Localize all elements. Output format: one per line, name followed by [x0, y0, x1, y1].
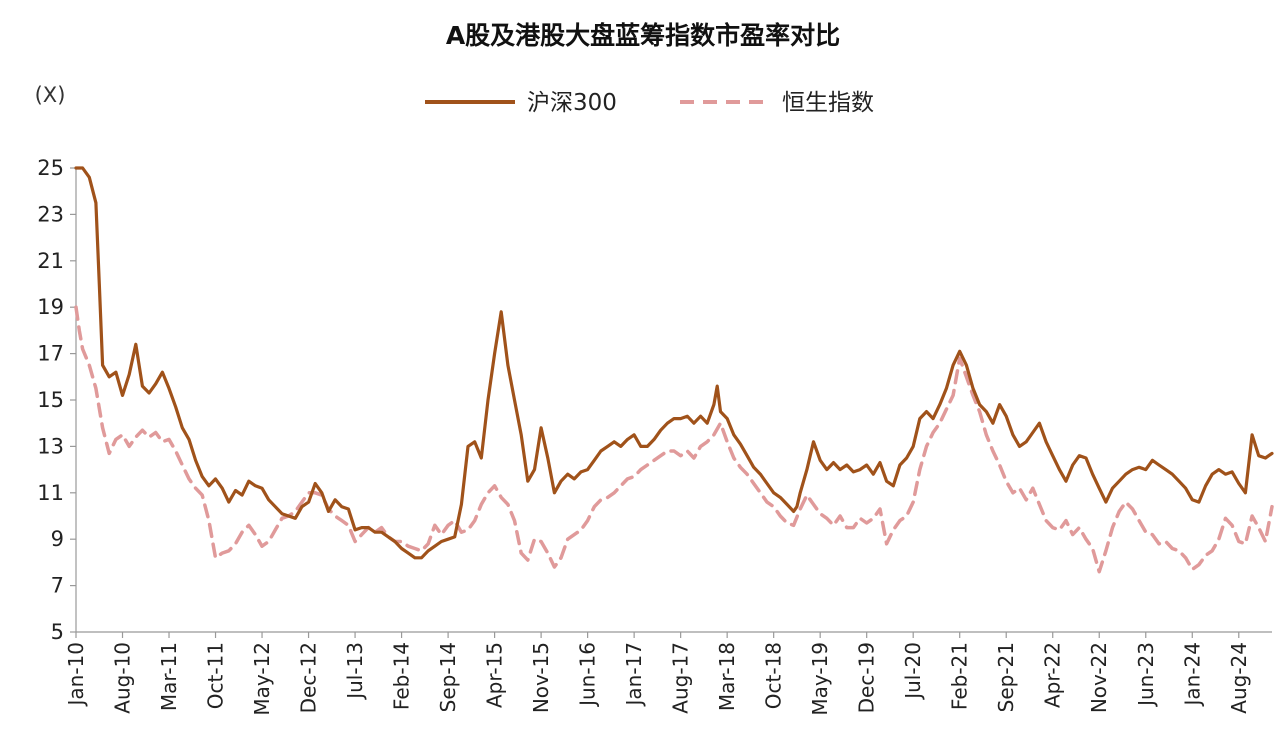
x-tick-label: Mar-11	[157, 642, 181, 711]
x-tick-label: Nov-22	[1087, 642, 1111, 713]
x-tick-label: Jan-17	[622, 642, 646, 708]
x-tick-label: Jul-13	[343, 642, 367, 701]
x-tick-label: Apr-15	[483, 642, 507, 708]
x-tick-label: May-12	[250, 642, 274, 716]
y-tick-label: 25	[37, 156, 64, 180]
y-tick-label: 9	[51, 527, 64, 551]
y-tick-label: 23	[37, 202, 64, 226]
x-tick-label: Jun-23	[1134, 642, 1158, 708]
y-tick-label: 17	[37, 342, 64, 366]
x-tick-label: Mar-18	[715, 642, 739, 711]
x-tick-label: Feb-21	[948, 642, 972, 710]
y-tick-label: 19	[37, 295, 64, 319]
y-tick-label: 7	[51, 574, 64, 598]
y-axis-unit-label: (X)	[35, 83, 66, 107]
chart-title: A股及港股大盘蓝筹指数市盈率对比	[446, 21, 840, 50]
x-tick-label: Oct-11	[204, 642, 228, 709]
series-line-hsi	[74, 305, 1274, 574]
x-tick-label: Apr-22	[1041, 642, 1065, 708]
y-tick-label: 5	[51, 620, 64, 644]
series-line-hs300	[74, 166, 1274, 560]
y-tick-label: 21	[37, 249, 64, 273]
x-tick-label: Dec-19	[855, 642, 879, 713]
x-tick-label: May-19	[808, 642, 832, 716]
x-tick-label: Aug-17	[669, 642, 693, 714]
legend-label-hsi: 恒生指数	[782, 90, 874, 116]
y-tick-label: 15	[37, 388, 64, 412]
y-axis: 25 23 21 19 17 15 13 11 9 7 5	[37, 156, 76, 644]
x-axis: Jan-10 Aug-10 Mar-11 Oct-11 May-12 Dec-12 Jul-…	[64, 632, 1251, 716]
x-tick-label: Sep-21	[994, 642, 1018, 712]
x-tick-label: Feb-14	[390, 642, 414, 710]
x-tick-label: Jul-20	[901, 642, 925, 701]
series-layer	[74, 166, 1274, 574]
x-tick-label: Jun-16	[576, 642, 600, 708]
y-tick-label: 11	[37, 481, 64, 505]
x-tick-label: Dec-12	[297, 642, 321, 713]
chart-legend: 沪深300 恒生指数	[425, 90, 874, 116]
legend-label-hs300: 沪深300	[527, 90, 617, 116]
y-tick-label: 13	[37, 434, 64, 458]
x-tick-label: Aug-24	[1227, 642, 1251, 714]
x-tick-label: Sep-14	[436, 642, 460, 712]
x-tick-label: Jan-10	[64, 642, 88, 708]
x-tick-label: Nov-15	[529, 642, 553, 713]
x-tick-label: Aug-10	[111, 642, 135, 714]
x-tick-label: Jan-24	[1180, 642, 1204, 708]
x-tick-label: Oct-18	[762, 642, 786, 709]
